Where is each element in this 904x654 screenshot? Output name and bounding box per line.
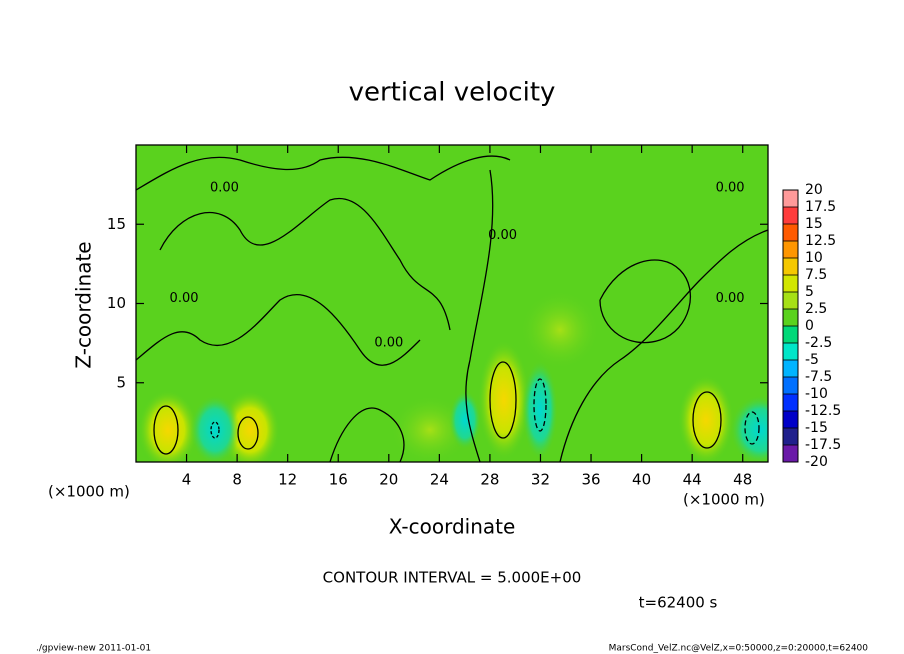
colorbar-cell xyxy=(783,207,798,224)
colorbar-label: 17.5 xyxy=(805,199,836,215)
x-axis-label: X-coordinate xyxy=(389,515,516,539)
contour-label: 0.00 xyxy=(488,228,517,243)
contour-label: 0.00 xyxy=(210,180,239,195)
footer-right: MarsCond_VelZ.nc@VelZ,x=0:50000,z=0:2000… xyxy=(609,644,869,654)
colorbar-cell xyxy=(783,292,798,309)
colorbar-label: -20 xyxy=(805,454,828,470)
colorbar-cell xyxy=(783,241,798,258)
colorbar-label: 15 xyxy=(805,216,823,232)
field xyxy=(136,145,768,462)
colorbar-cell xyxy=(783,445,798,462)
colorbar-label: -15 xyxy=(805,420,828,436)
x-tick-label: 44 xyxy=(683,471,702,489)
colorbar-cell xyxy=(783,258,798,275)
colorbar-label: 5 xyxy=(805,284,814,300)
colorbar-cell xyxy=(783,428,798,445)
colorbar-cell xyxy=(783,377,798,394)
colorbar-label: -5 xyxy=(805,352,819,368)
colorbar-label: -12.5 xyxy=(805,403,841,419)
contour-interval: CONTOUR INTERVAL = 5.000E+00 xyxy=(323,569,582,587)
y-tick-label: 5 xyxy=(116,373,126,391)
colorbar-label: -17.5 xyxy=(805,437,841,453)
colorbar-cell xyxy=(783,360,798,377)
colorbar-label: -10 xyxy=(805,386,828,402)
x-tick-label: 28 xyxy=(480,471,499,489)
x-tick-label: 4 xyxy=(182,471,192,489)
colorbar-cell xyxy=(783,275,798,292)
x-tick-label: 40 xyxy=(632,471,651,489)
contour-label: 0.00 xyxy=(716,180,745,195)
colorbar-cell xyxy=(783,343,798,360)
y-tick-label: 15 xyxy=(107,215,126,233)
time-label: t=62400 s xyxy=(639,594,718,612)
x-tick-label: 8 xyxy=(232,471,242,489)
contour-label: 0.00 xyxy=(170,291,199,306)
colorbar-label: 2.5 xyxy=(805,301,827,317)
y-tick-label: 10 xyxy=(107,294,126,312)
colorbar-label: 20 xyxy=(805,182,823,198)
colorbar-cell xyxy=(783,224,798,241)
colorbar-cell xyxy=(783,326,798,343)
colorbar-label: 10 xyxy=(805,250,823,266)
x-tick-label: 32 xyxy=(531,471,550,489)
x-unit-label: (×1000 m) xyxy=(48,483,130,501)
colorbar-cell xyxy=(783,394,798,411)
colorbar-cell xyxy=(783,411,798,428)
x-tick-label: 12 xyxy=(278,471,297,489)
colorbar-label: -2.5 xyxy=(805,335,832,351)
x-tick-label: 24 xyxy=(430,471,449,489)
x-tick-label: 16 xyxy=(329,471,348,489)
x-tick-label: 48 xyxy=(733,471,752,489)
footer-left: ./gpview-new 2011-01-01 xyxy=(36,644,151,654)
chart-title: vertical velocity xyxy=(349,78,556,108)
colorbar-label: 7.5 xyxy=(805,267,827,283)
y-axis-label: Z-coordinate xyxy=(72,241,96,368)
x-tick-label: 36 xyxy=(581,471,600,489)
x-tick-label: 20 xyxy=(379,471,398,489)
colorbar-label: 12.5 xyxy=(805,233,836,249)
x-unit-label: (×1000 m) xyxy=(683,491,765,509)
colorbar-label: -7.5 xyxy=(805,369,832,385)
contour-label: 0.00 xyxy=(716,291,745,306)
colorbar-cell xyxy=(783,190,798,207)
colorbar-label: 0 xyxy=(805,318,814,334)
colorbar-cell xyxy=(783,309,798,326)
contour-label: 0.00 xyxy=(374,336,403,351)
